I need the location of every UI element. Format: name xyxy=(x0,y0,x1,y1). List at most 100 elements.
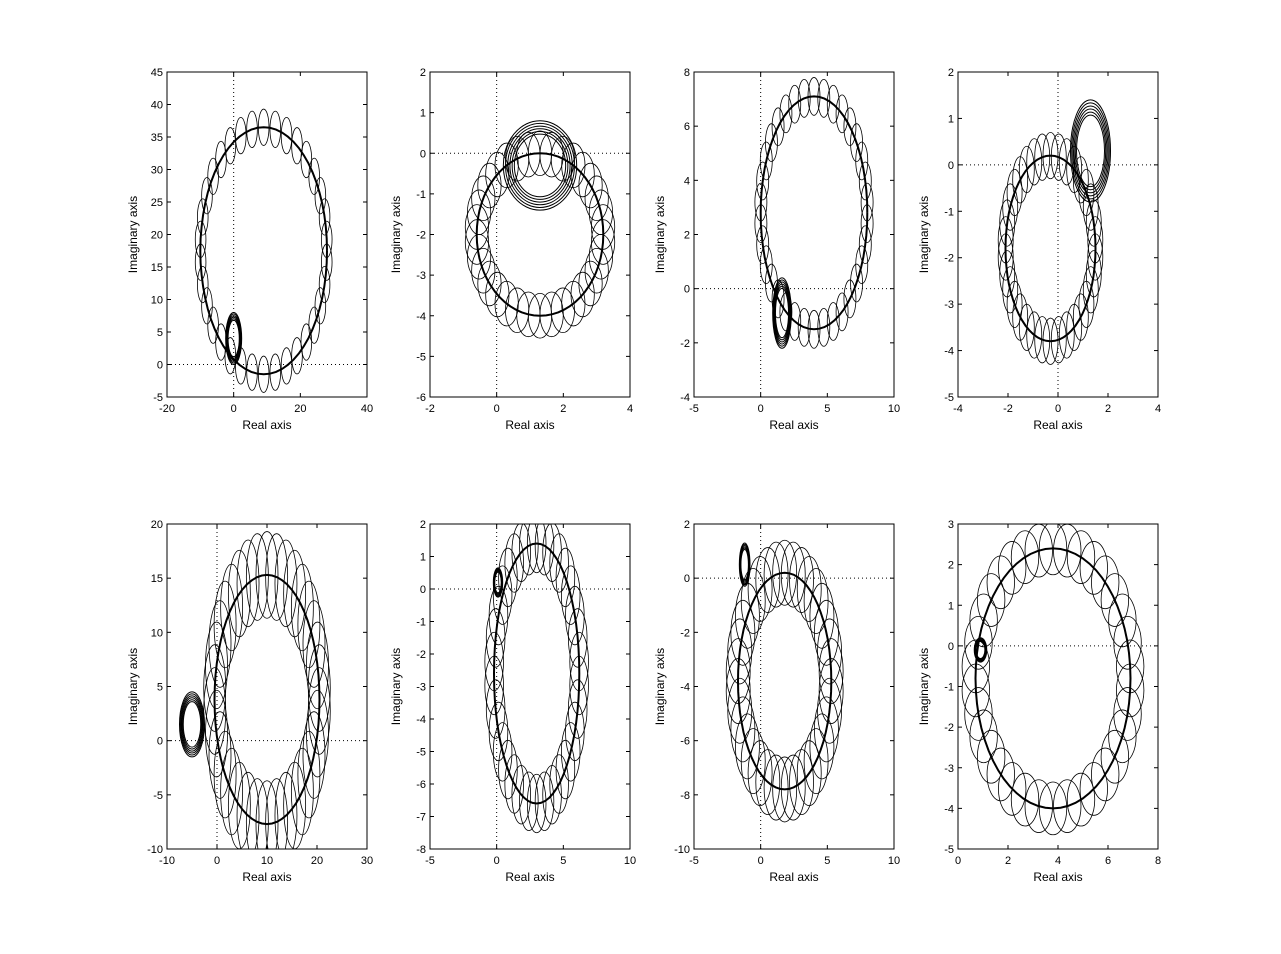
inner-loop xyxy=(1070,99,1111,203)
trace-ellipse xyxy=(534,771,555,831)
y-tick-label: -2 xyxy=(680,338,690,350)
trace-ellipse xyxy=(274,771,298,849)
trace-ellipse xyxy=(560,565,581,625)
x-tick-label: -20 xyxy=(159,403,175,415)
trace-ellipse xyxy=(759,141,773,181)
trace-ellipse xyxy=(306,621,329,710)
trace-ellipse xyxy=(516,291,541,338)
trace-ellipse xyxy=(1042,317,1059,365)
trace-ellipse xyxy=(809,713,835,780)
trace-ellipse xyxy=(730,599,756,666)
inner-loop xyxy=(772,277,792,349)
trace-ellipse xyxy=(755,547,781,613)
x-tick-label: 0 xyxy=(494,403,500,415)
inner-loop xyxy=(773,281,791,345)
trace-ellipse xyxy=(747,556,773,622)
subplot-8: 0 2 4 6 8 -5 -4 -3 -2 -1 0 1 2 3 Real axis Imaginary ax… xyxy=(917,519,1161,884)
trace-ellipse xyxy=(471,175,496,222)
trace-ellipse xyxy=(998,762,1027,816)
trace-ellipse xyxy=(300,140,313,179)
x-tick-label: 5 xyxy=(560,855,566,867)
trace-ellipse xyxy=(814,599,839,666)
trace-ellipse xyxy=(246,353,258,391)
x-tick-label: -2 xyxy=(1003,403,1013,415)
inner-loop xyxy=(773,283,791,343)
trace-ellipse xyxy=(755,749,781,816)
y-tick-label: 3 xyxy=(948,519,954,531)
y-tick-label: 2 xyxy=(684,230,690,242)
trace-ellipse xyxy=(207,306,219,344)
trace-ellipse xyxy=(1034,316,1051,364)
trace-ellipse xyxy=(788,84,802,124)
trace-ellipse xyxy=(780,754,806,821)
trace-ellipse xyxy=(986,555,1015,610)
y-tick-label: -5 xyxy=(153,790,163,802)
y-tick-label: 0 xyxy=(684,284,690,296)
x-tick-label: -5 xyxy=(425,855,435,867)
y-tick-label: -5 xyxy=(416,747,426,759)
y-tick-label: 8 xyxy=(684,67,690,79)
trace-ellipse xyxy=(843,107,857,147)
plot-content xyxy=(179,531,331,849)
trace-ellipse xyxy=(511,765,531,825)
y-tick-label: -5 xyxy=(153,392,163,404)
trace-ellipse xyxy=(290,747,314,836)
y-axis-label: Imaginary axis xyxy=(917,196,931,273)
trace-ellipse xyxy=(291,337,303,375)
y-tick-label: -1 xyxy=(416,617,426,629)
trace-ellipse xyxy=(835,292,849,332)
trace-ellipse xyxy=(578,260,603,307)
x-axis-label: Real axis xyxy=(505,870,554,884)
trace-ellipse xyxy=(835,94,849,134)
y-axis-label: Imaginary axis xyxy=(653,648,667,725)
trace-ellipse xyxy=(797,307,811,347)
y-tick-label: -7 xyxy=(416,812,426,824)
plot-area xyxy=(430,524,630,849)
x-tick-label: 0 xyxy=(1055,403,1061,415)
plot-content xyxy=(754,77,874,349)
y-tick-label: -6 xyxy=(680,736,690,748)
trace-ellipse xyxy=(308,306,320,344)
y-tick-label: 20 xyxy=(151,230,163,242)
x-tick-label: 10 xyxy=(624,855,636,867)
inner-loop xyxy=(1073,108,1108,194)
trace-ellipse xyxy=(560,722,581,782)
trace-ellipse xyxy=(858,225,872,265)
x-axis-label: Real axis xyxy=(769,870,818,884)
y-tick-label: -1 xyxy=(944,206,954,218)
trace-ellipse xyxy=(565,701,585,762)
x-tick-label: 0 xyxy=(758,855,764,867)
trace-ellipse xyxy=(1010,772,1040,827)
y-tick-label: 0 xyxy=(420,148,426,160)
y-tick-label: -3 xyxy=(944,763,954,775)
y-axis-label: Imaginary axis xyxy=(653,196,667,273)
trace-ellipse xyxy=(727,618,753,685)
x-tick-label: 10 xyxy=(888,403,900,415)
x-tick-label: 20 xyxy=(311,855,323,867)
trace-ellipse xyxy=(492,565,513,625)
y-tick-label: 1 xyxy=(948,600,954,612)
y-tick-label: 5 xyxy=(157,327,163,339)
y-tick-label: 2 xyxy=(948,67,954,79)
inner-loop xyxy=(772,279,792,347)
inner-loop xyxy=(182,701,202,748)
trace-ellipse xyxy=(1082,266,1099,314)
trace-ellipse xyxy=(208,600,232,688)
inner-loop xyxy=(509,128,571,203)
y-tick-label: -2 xyxy=(944,253,954,265)
x-axis-label: Real axis xyxy=(769,418,818,432)
plot-area xyxy=(694,524,894,849)
trace-ellipse xyxy=(245,778,269,849)
x-tick-label: 8 xyxy=(1155,855,1161,867)
inner-loop xyxy=(1076,114,1105,188)
trace-ellipse xyxy=(318,198,331,236)
trace-ellipse xyxy=(477,162,502,209)
trace-ellipse xyxy=(197,198,209,236)
trace-ellipse xyxy=(1006,280,1023,329)
trace-ellipse xyxy=(526,773,547,834)
trace-ellipse xyxy=(201,287,213,325)
trace-ellipse xyxy=(588,189,613,236)
trace-ellipse xyxy=(314,177,327,215)
trace-ellipse xyxy=(826,84,840,124)
